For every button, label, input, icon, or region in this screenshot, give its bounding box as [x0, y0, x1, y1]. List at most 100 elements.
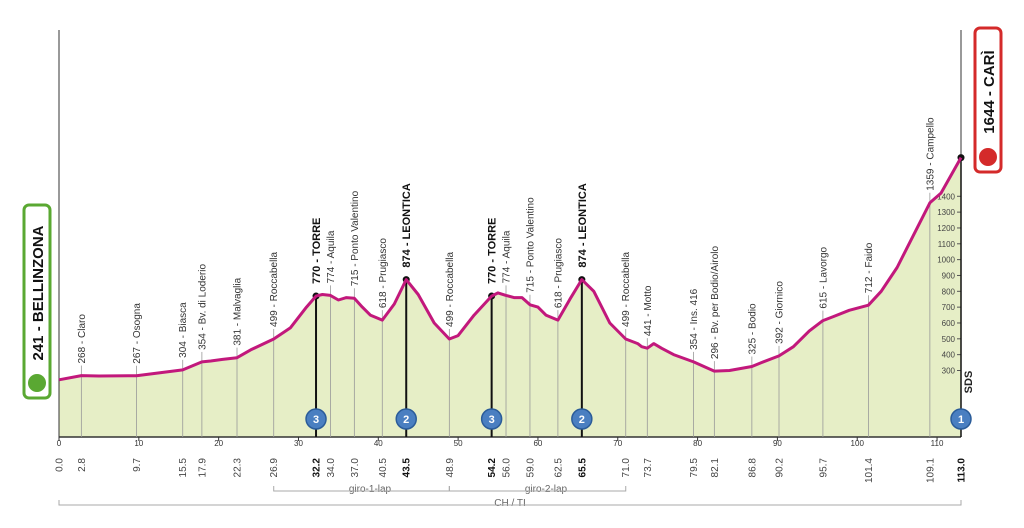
x-tick-label: 50 [454, 439, 463, 448]
km-label: 73.7 [643, 458, 654, 478]
waypoint-label: 615 - Lavorgo [818, 246, 829, 308]
waypoint-label: 770 - TORRE [311, 218, 323, 284]
waypoint-label: 715 - Ponto Valentino [525, 197, 536, 293]
waypoint-label: 354 - Bv. di Loderio [197, 264, 208, 350]
km-label: 95.7 [818, 458, 829, 478]
km-label: 62.5 [553, 458, 564, 478]
waypoint-label: 441 - Motto [643, 285, 654, 336]
km-label: 82.1 [710, 458, 721, 478]
km-label: 54.2 [487, 458, 498, 478]
km-label: 0.0 [55, 458, 66, 472]
waypoint-label: 499 - Roccabella [445, 251, 456, 326]
waypoint-label: 770 - TORRE [487, 218, 499, 284]
kom-category: 2 [403, 414, 409, 426]
km-label: 56.0 [502, 458, 513, 478]
waypoint-label: 392 - Giornico [775, 281, 786, 344]
km-label: 48.9 [445, 458, 456, 478]
y-tick-label: 1200 [937, 224, 955, 233]
finish-label: 1644 - CARÌ [981, 50, 998, 133]
y-tick-label: 1100 [938, 240, 956, 249]
profile-line [58, 156, 963, 382]
waypoint-label: 325 - Bodio [747, 303, 758, 355]
kom-badge [395, 408, 417, 430]
km-label: 40.5 [378, 458, 389, 478]
y-tick-label: 500 [942, 335, 956, 344]
waypoint-label: 267 - Osogna [132, 303, 143, 364]
kom-badge [950, 408, 972, 430]
waypoint-label: 874 - LEONTICA [401, 183, 413, 267]
waypoint-label: 715 - Ponto Valentino [350, 190, 361, 286]
y-tick-label: 700 [942, 303, 956, 312]
km-label: 43.5 [402, 458, 413, 478]
x-tick-label: 100 [851, 439, 865, 448]
x-tick-label: 40 [374, 439, 383, 448]
waypoint-label: 268 - Claro [77, 314, 88, 364]
kom-category: 3 [489, 414, 495, 426]
waypoint-label: 618 - Prugiasco [378, 238, 389, 308]
kom-category: 2 [579, 414, 585, 426]
km-label: 32.2 [312, 458, 323, 478]
x-tick-label: 30 [294, 439, 303, 448]
region-label: CH / TI [494, 498, 525, 509]
km-label: 9.7 [132, 458, 143, 472]
km-label: 101.4 [864, 458, 875, 483]
finish-icon [979, 148, 997, 166]
x-tick-label: 10 [134, 439, 143, 448]
km-label: 15.5 [178, 458, 189, 478]
km-label: 22.3 [233, 458, 244, 478]
waypoint-label: 618 - Prugiasco [553, 238, 564, 308]
y-tick-label: 1400 [937, 192, 955, 201]
km-label: 109.1 [925, 458, 936, 483]
kom-category: 1 [958, 414, 964, 426]
waypoint-label: 774 - Aquila [502, 230, 513, 283]
start-icon [28, 374, 46, 392]
kom-badge [571, 408, 593, 430]
km-label: 26.9 [269, 458, 280, 478]
km-label: 71.0 [621, 458, 632, 478]
x-tick-label: 20 [214, 439, 223, 448]
waypoint-label: 499 - Roccabella [269, 251, 280, 326]
kom-badge [305, 408, 327, 430]
lap-label: giro-1-lap [349, 484, 392, 495]
kom-badge [480, 408, 503, 430]
span-bracket [58, 500, 962, 506]
x-tick-label: 80 [693, 439, 702, 448]
waypoint-label: 712 - Faido [864, 242, 875, 293]
x-tick-label: 110 [931, 439, 944, 448]
km-label: 90.2 [775, 458, 786, 478]
waypoint-label: 874 - LEONTICA [577, 183, 589, 267]
km-label: 79.5 [689, 458, 700, 478]
x-tick-label: 0 [57, 439, 62, 448]
y-tick-label: 400 [942, 351, 956, 360]
km-label: 37.0 [350, 458, 361, 478]
y-tick-label: 1300 [937, 208, 955, 217]
km-label: 65.5 [577, 458, 588, 478]
x-tick-label: 90 [773, 439, 782, 448]
km-label: 113.0 [957, 458, 968, 483]
waypoint-label: 381 - Malvaglia [233, 277, 244, 345]
waypoint-label: 304 - Biasca [178, 302, 189, 358]
waypoint-label: 499 - Roccabella [621, 251, 632, 326]
y-tick-label: 1000 [937, 256, 955, 265]
y-tick-label: 300 [942, 366, 956, 375]
km-label: 59.0 [525, 458, 536, 478]
start-label: 241 - BELLINZONA [30, 225, 47, 360]
waypoint-label: 774 - Aquila [326, 230, 337, 283]
lap-label: giro-2-lap [525, 484, 568, 495]
y-tick-label: 600 [942, 319, 956, 328]
start-box [22, 203, 52, 400]
km-label: 34.0 [326, 458, 337, 478]
sponsor: SDS [963, 371, 975, 394]
y-tick-label: 800 [942, 287, 956, 296]
km-label: 17.9 [197, 458, 208, 478]
x-tick-label: 60 [533, 439, 542, 448]
km-label: 2.8 [77, 458, 88, 472]
waypoint-label: 1359 - Campello [925, 117, 936, 191]
km-label: 86.8 [747, 458, 758, 478]
kom-category: 3 [313, 414, 319, 426]
span-bracket [448, 486, 627, 492]
y-tick-label: 900 [942, 271, 956, 280]
finish-box [973, 26, 1003, 174]
